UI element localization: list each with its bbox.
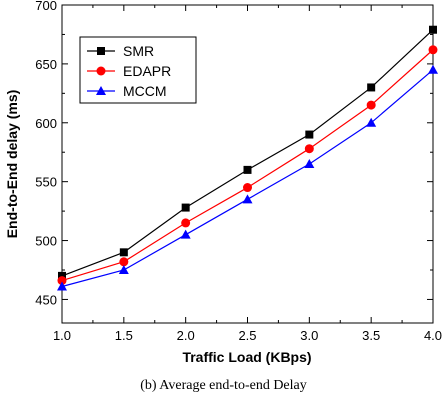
data-point-mccm	[57, 281, 67, 291]
x-tick-label: 4.0	[424, 328, 442, 343]
y-tick-label: 650	[35, 57, 57, 72]
legend-label-edapr: EDAPR	[123, 63, 171, 79]
series-mccm	[57, 64, 438, 291]
data-point-smr	[243, 165, 252, 174]
x-tick-label: 2.5	[238, 328, 256, 343]
data-point-edapr	[243, 183, 252, 193]
x-axis-title: Traffic Load (KBps)	[182, 349, 311, 365]
data-point-mccm	[428, 64, 438, 74]
legend-marker-mccm	[96, 86, 106, 95]
line-chart: 1.0 1.5 2.0 2.5 3.0 3.5 4.0450500550600650700 …	[4, 0, 442, 365]
data-point-mccm	[304, 159, 315, 168]
legend-marker-edapr	[96, 66, 106, 76]
data-point-smr	[181, 203, 190, 212]
data-point-smr	[429, 25, 437, 34]
data-point-edapr	[304, 144, 314, 154]
figure-caption: (b) Average end-to-end Delay	[140, 378, 307, 393]
y-tick-label: 550	[35, 175, 57, 190]
data-point-smr	[58, 271, 66, 280]
legend: SMR EDAPR MCCM	[79, 36, 197, 104]
legend-marker-smr	[97, 47, 105, 55]
x-tick-label: 1.0	[53, 328, 71, 343]
data-point-edapr	[119, 257, 129, 267]
data-point-edapr	[366, 100, 376, 110]
series-layer	[57, 25, 438, 291]
series-smr	[58, 25, 437, 280]
x-tick-label: 3.5	[362, 328, 380, 343]
y-tick-label: 600	[35, 116, 57, 131]
data-point-edapr	[181, 218, 191, 228]
legend-label-smr: SMR	[123, 43, 154, 59]
data-point-edapr	[57, 276, 67, 286]
y-tick-label: 700	[35, 0, 57, 13]
series-edapr	[57, 45, 438, 286]
x-tick-label: 1.5	[115, 328, 133, 343]
data-point-mccm	[242, 194, 253, 204]
data-point-smr	[367, 83, 376, 92]
data-point-mccm	[366, 117, 377, 127]
y-tick-label: 450	[35, 292, 57, 307]
legend-label-mccm: MCCM	[123, 83, 167, 99]
data-point-mccm	[118, 265, 129, 274]
x-tick-label: 3.0	[300, 328, 318, 343]
x-tick-label: 2.0	[177, 328, 195, 343]
y-axis-title: End-to-End delay (ms)	[4, 90, 20, 239]
data-point-smr	[119, 248, 128, 257]
data-point-smr	[305, 130, 314, 139]
axis-ticks: 1.0 1.5 2.0 2.5 3.0 3.5 4.0 450 500 550 600 650 700	[35, 0, 442, 343]
data-point-edapr	[428, 45, 438, 55]
data-point-mccm	[180, 229, 191, 239]
y-tick-label: 500	[35, 234, 57, 249]
